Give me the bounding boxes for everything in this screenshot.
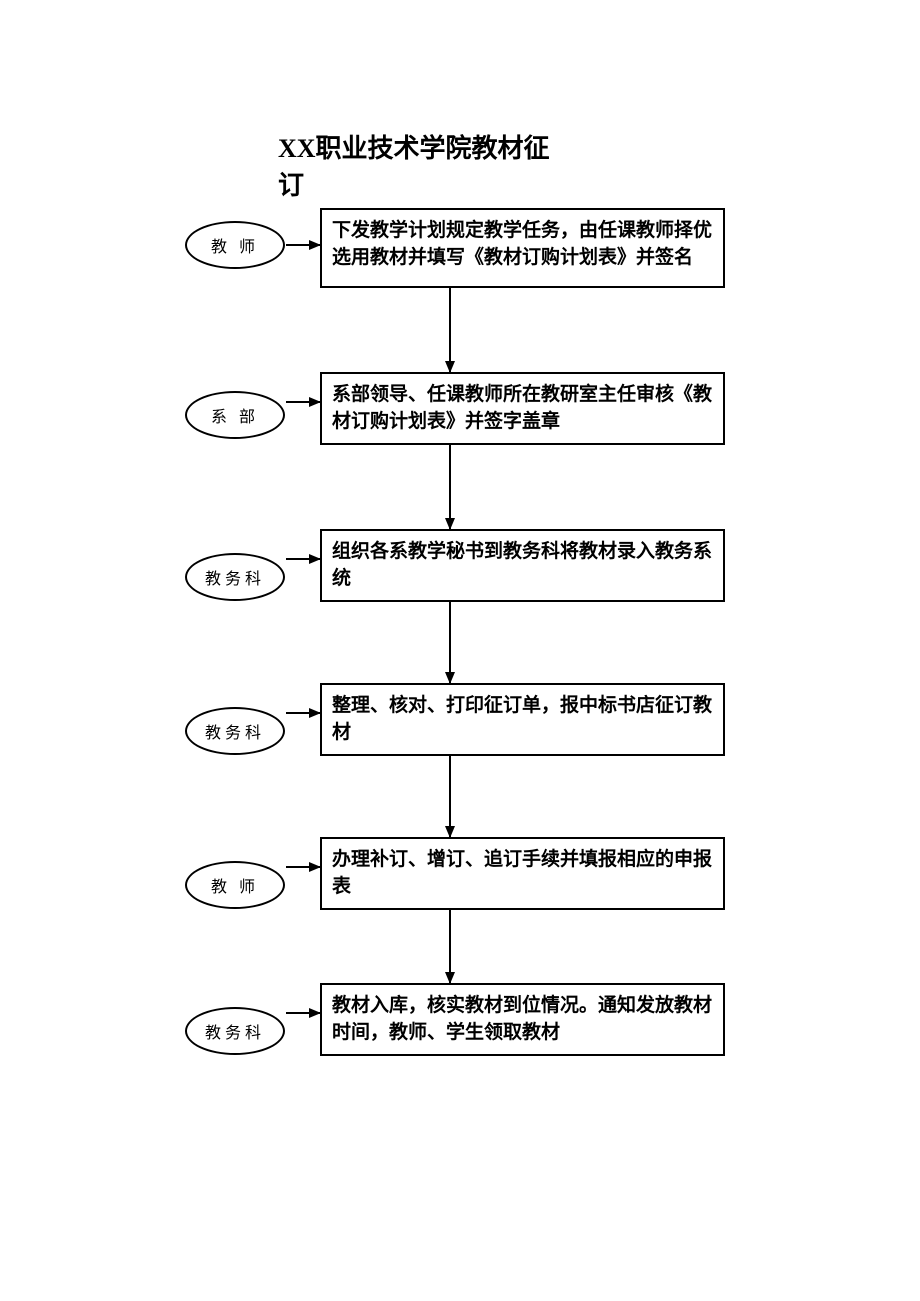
step-box: 系部领导、任课教师所在教研室主任审核《教材订购计划表》并签字盖章: [320, 372, 725, 445]
actor-ellipse: 教务科: [185, 1007, 285, 1055]
step-text: 教材入库，核实教材到位情况。通知发放教材时间，教师、学生领取教材: [332, 995, 712, 1043]
actor-label: 系 部: [211, 403, 259, 427]
step-text: 下发教学计划规定教学任务，由任课教师择优选用教材并填写《教材订购计划表》并签名: [332, 220, 712, 268]
actor-label: 教务科: [205, 1019, 265, 1043]
flowchart-connectors: [0, 0, 920, 1301]
step-box: 下发教学计划规定教学任务，由任课教师择优选用教材并填写《教材订购计划表》并签名: [320, 208, 725, 288]
step-box: 办理补订、增订、追订手续并填报相应的申报表: [320, 837, 725, 910]
actor-ellipse: 系 部: [185, 391, 285, 439]
actor-ellipse: 教务科: [185, 707, 285, 755]
step-text: 系部领导、任课教师所在教研室主任审核《教材订购计划表》并签字盖章: [332, 384, 712, 432]
step-text: 办理补订、增订、追订手续并填报相应的申报表: [332, 849, 712, 897]
actor-label: 教务科: [205, 719, 265, 743]
actor-label: 教务科: [205, 565, 265, 589]
step-box: 组织各系教学秘书到教务科将教材录入教务系统: [320, 529, 725, 602]
step-box: 教材入库，核实教材到位情况。通知发放教材时间，教师、学生领取教材: [320, 983, 725, 1056]
actor-label: 教 师: [211, 873, 259, 897]
step-text: 整理、核对、打印征订单，报中标书店征订教材: [332, 695, 712, 743]
step-text: 组织各系教学秘书到教务科将教材录入教务系统: [332, 541, 712, 589]
actor-ellipse: 教 师: [185, 221, 285, 269]
step-box: 整理、核对、打印征订单，报中标书店征订教材: [320, 683, 725, 756]
actor-ellipse: 教务科: [185, 553, 285, 601]
actor-label: 教 师: [211, 233, 259, 257]
actor-ellipse: 教 师: [185, 861, 285, 909]
